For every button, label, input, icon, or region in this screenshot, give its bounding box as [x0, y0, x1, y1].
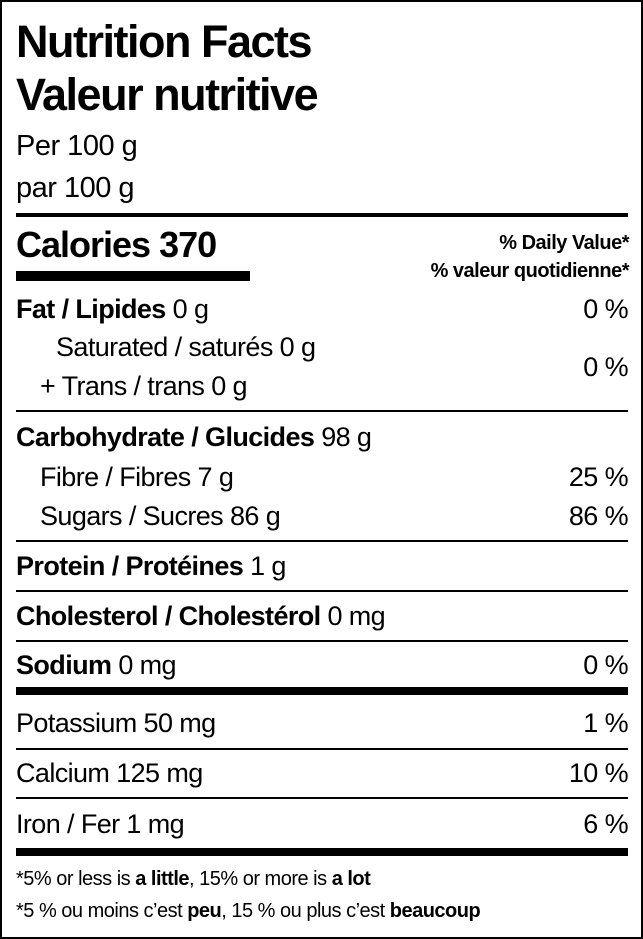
- fibre-dv: 25 %: [568, 462, 629, 492]
- calcium-dv: 10 %: [568, 758, 629, 788]
- divider: [16, 748, 628, 750]
- potassium-dv: 1 %: [583, 708, 628, 738]
- calories: Calories 370: [16, 224, 217, 266]
- footnote-french: *5 % ou moins c’est peu, 15 % ou plus c’…: [16, 899, 481, 923]
- serving-size-french: par 100 g: [16, 172, 135, 204]
- title-english: Nutrition Facts: [16, 16, 313, 67]
- fat-dv: 0 %: [583, 294, 628, 324]
- footnote-text: *5 % ou moins c’est: [16, 900, 188, 922]
- divider: [16, 540, 628, 542]
- sugars-dv: 86 %: [568, 501, 629, 531]
- fat-amount: 0 g: [172, 294, 209, 324]
- footnote-bold: beaucoup: [389, 900, 481, 922]
- sodium-dv: 0 %: [583, 650, 628, 680]
- footnote-bold: a little: [135, 868, 190, 890]
- sat-trans-dv: 0 %: [583, 352, 628, 382]
- cholesterol-amount: 0 mg: [327, 601, 386, 631]
- iron-label: Iron / Fer 1 mg: [16, 809, 185, 839]
- daily-value-header-en: % Daily Value*: [499, 232, 629, 254]
- saturated-label: Saturated / saturés 0 g: [56, 332, 316, 362]
- divider: [16, 410, 628, 412]
- protein-amount: 1 g: [250, 551, 286, 581]
- divider: [16, 590, 628, 592]
- carb-amount: 98 g: [321, 422, 372, 452]
- divider-thick: [16, 848, 628, 856]
- fibre-label: Fibre / Fibres 7 g: [40, 462, 234, 492]
- divider: [16, 797, 628, 799]
- cholesterol-label: Cholesterol / Cholestérol: [16, 601, 321, 631]
- calories-underline: [16, 271, 250, 281]
- daily-value-header-fr: % valeur quotidienne*: [430, 260, 630, 282]
- daily-value-header: % Daily Value* % valeur quotidienne*: [430, 229, 630, 285]
- protein-label: Protein / Protéines: [16, 551, 244, 581]
- footnote-text: *5% or less is: [16, 868, 136, 890]
- footnote-text: , 15 % ou plus c’est: [221, 900, 390, 922]
- divider: [16, 640, 628, 642]
- calcium-label: Calcium 125 mg: [16, 758, 203, 788]
- sugars-label: Sugars / Sucres 86 g: [40, 501, 281, 531]
- sodium-label: Sodium: [16, 650, 112, 680]
- trans-label: + Trans / trans 0 g: [40, 371, 248, 401]
- iron-dv: 6 %: [583, 809, 628, 839]
- divider-thick: [16, 687, 628, 695]
- divider-thick: [16, 213, 628, 217]
- potassium-label: Potassium 50 mg: [16, 708, 216, 738]
- footnote-bold: peu: [187, 900, 222, 922]
- carb-label: Carbohydrate / Glucides: [16, 422, 315, 452]
- sodium-amount: 0 mg: [118, 650, 176, 680]
- footnote-bold: a lot: [331, 868, 371, 890]
- fat-label: Fat / Lipides: [16, 294, 166, 324]
- footnote-text: , 15% or more is: [189, 868, 332, 890]
- serving-size-english: Per 100 g: [16, 130, 138, 162]
- footnote-english: *5% or less is a little, 15% or more is …: [16, 867, 371, 891]
- calories-label: Calories: [16, 224, 151, 265]
- title-french: Valeur nutritive: [16, 69, 319, 120]
- calories-value: 370: [159, 224, 217, 265]
